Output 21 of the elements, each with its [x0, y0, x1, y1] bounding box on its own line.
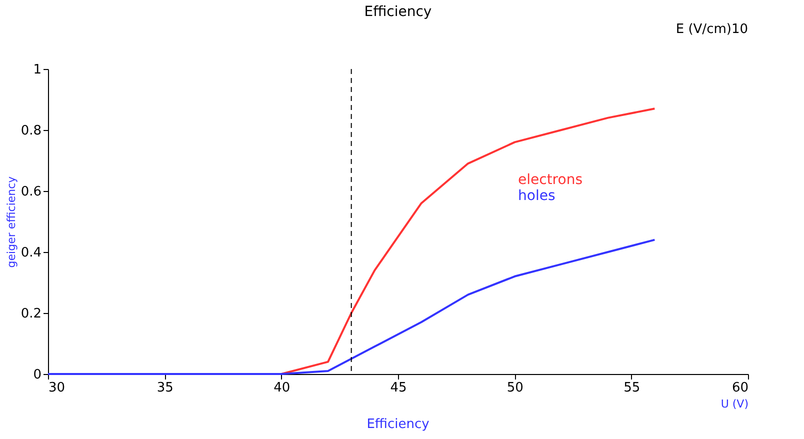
- text: E (V/cm)10: [676, 22, 748, 37]
- text: holes: [518, 188, 556, 204]
- x-axis-title: U (V): [720, 398, 748, 410]
- x-tick-label: 50: [506, 380, 524, 396]
- y-tick-label: 1: [33, 62, 42, 78]
- x-tick-label: 40: [274, 380, 290, 396]
- line-series: [47, 238, 656, 375]
- y-tick-label: 0.2: [20, 306, 42, 322]
- y-tick-label: 0.8: [20, 124, 42, 138]
- x-tick-label: 45: [390, 380, 407, 396]
- x-tick-label: 35: [156, 380, 174, 396]
- y-tick-label: 0.4: [20, 246, 42, 260]
- y-axis-title: geiger efficiency: [4, 176, 18, 268]
- x-tick-label: 30: [48, 380, 66, 396]
- text: electrons: [518, 172, 582, 188]
- y-tick-label: 0: [33, 368, 42, 382]
- text: Efficiency: [366, 417, 430, 432]
- x-tick-label: 55: [624, 380, 640, 396]
- chart-title: Efficiency: [364, 4, 432, 20]
- y-tick-label: 0.6: [20, 184, 42, 200]
- x-tick-label: 60: [732, 380, 748, 396]
